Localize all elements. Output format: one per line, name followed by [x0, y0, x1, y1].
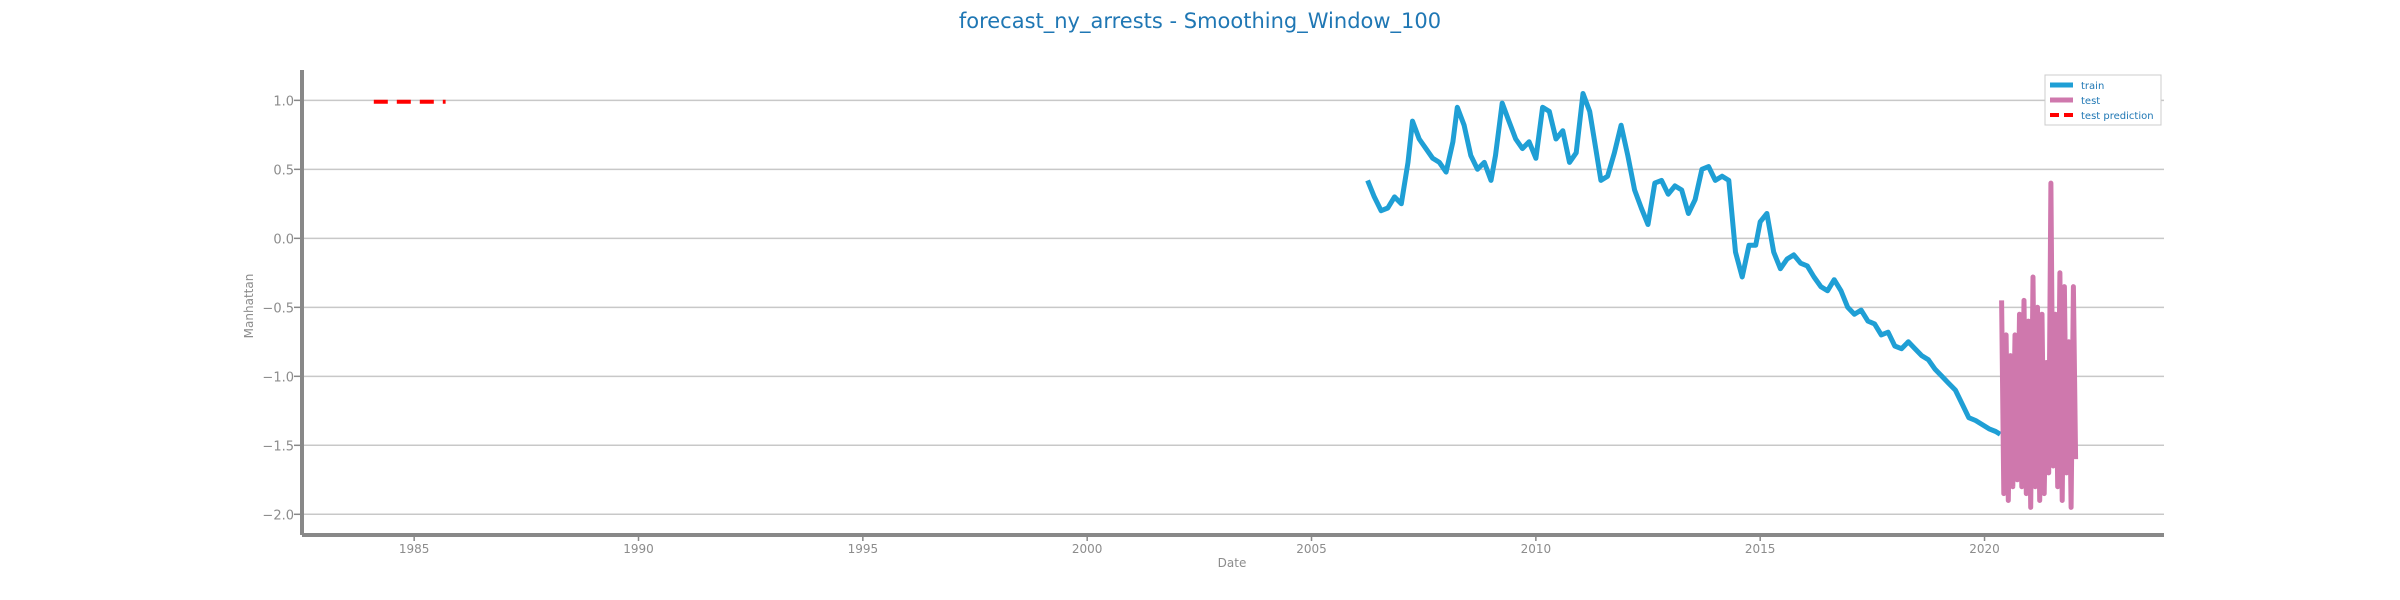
- x-tick-label: 2010: [1521, 542, 1552, 556]
- x-tick-label: 1995: [848, 542, 879, 556]
- legend-label: train: [2081, 81, 2104, 92]
- series-layer: [373, 91, 2079, 510]
- y-tick-label: 1.0: [273, 94, 294, 109]
- x-tick-label: 1985: [399, 542, 430, 556]
- legend: train test test prediction: [2044, 74, 2162, 126]
- x-axis-ticks: 1985 1990 1995 2000 2005 2010 2015 2020: [399, 535, 2000, 556]
- x-tick-label: 2020: [1969, 542, 2000, 556]
- series-line-test: [1999, 180, 2079, 510]
- y-tick-label: 0.5: [273, 163, 294, 178]
- y-tick-label: −0.5: [262, 301, 294, 316]
- legend-label: test prediction: [2081, 111, 2154, 122]
- y-tick-label: 0.0: [273, 232, 294, 247]
- y-axis-ticks: 1.0 0.5 0.0 −0.5 −1.0 −1.5 −2.0: [262, 94, 302, 523]
- x-tick-label: 1990: [623, 542, 654, 556]
- y-tick-label: −2.0: [262, 508, 294, 523]
- x-tick-label: 2005: [1296, 542, 1327, 556]
- series-line-train: [1365, 91, 2002, 437]
- y-axis-label: Manhattan: [242, 274, 256, 339]
- x-axis-label: Date: [1218, 556, 1247, 570]
- y-tick-label: −1.0: [262, 370, 294, 385]
- grid-lines: [302, 99, 2164, 516]
- x-tick-label: 2015: [1745, 542, 1776, 556]
- chart-title: forecast_ny_arrests - Smoothing_Window_1…: [959, 9, 1441, 34]
- x-tick-label: 2000: [1072, 542, 1103, 556]
- legend-label: test: [2081, 96, 2100, 107]
- y-tick-label: −1.5: [262, 439, 294, 454]
